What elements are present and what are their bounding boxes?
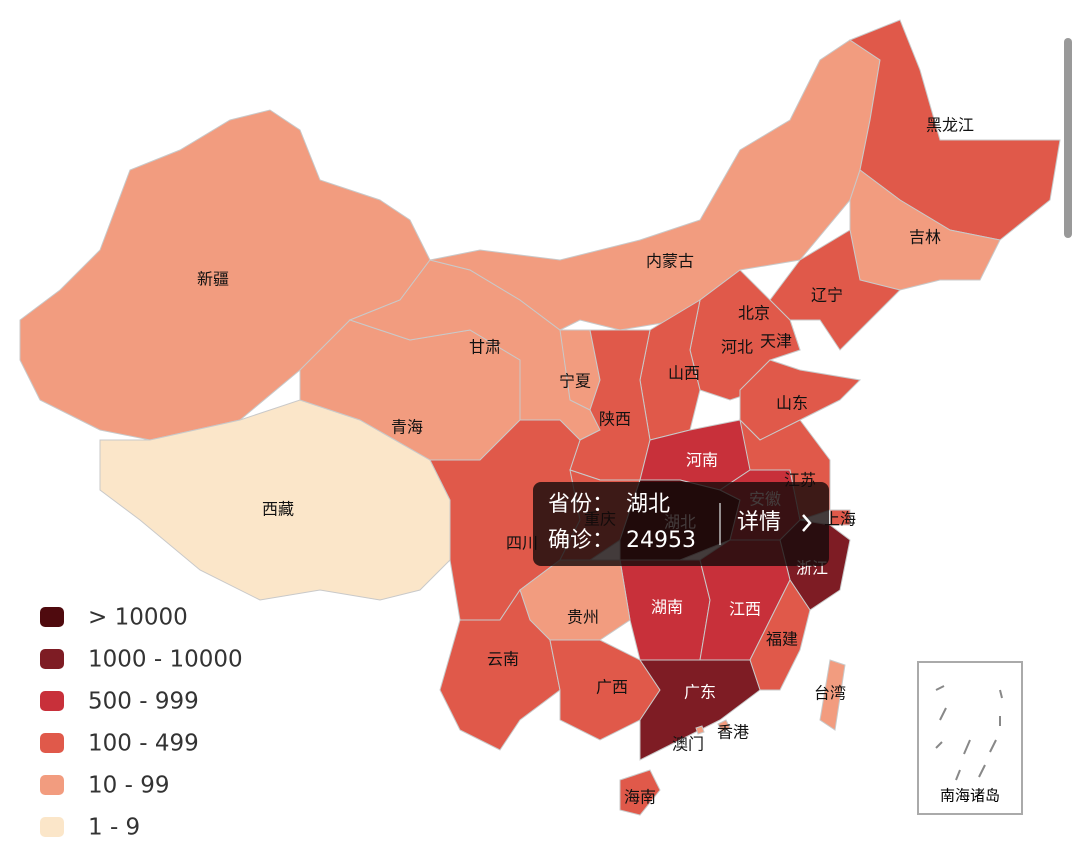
province-label: 甘肃	[469, 338, 501, 357]
legend-label: 100 - 499	[88, 731, 199, 757]
province-region[interactable]	[619, 769, 661, 816]
province-label: 贵州	[567, 608, 599, 627]
chevron-icon	[802, 514, 812, 532]
inset-label: 南海诸岛	[940, 787, 1000, 805]
legend-swatch[interactable]	[40, 649, 64, 669]
province-label: 天津	[760, 332, 792, 351]
tooltip-province-label: 省份：	[548, 492, 614, 517]
province-label: 西藏	[262, 500, 294, 519]
province-label: 辽宁	[811, 286, 843, 305]
province-region[interactable]	[829, 509, 851, 526]
province-region[interactable]	[819, 659, 846, 731]
province-region[interactable]	[849, 169, 1001, 291]
province-label: 吉林	[909, 228, 941, 247]
legend-swatch[interactable]	[40, 775, 64, 795]
province-region[interactable]	[19, 109, 431, 441]
province-label: 河南	[686, 451, 718, 470]
province-label: 新疆	[197, 270, 229, 289]
province-label: 四川	[506, 534, 538, 553]
province-region[interactable]	[848, 19, 1061, 241]
legend-swatch[interactable]	[40, 733, 64, 753]
legend-label: 1000 - 10000	[88, 647, 243, 673]
province-label: 海南	[624, 788, 656, 807]
province-region[interactable]	[695, 725, 705, 735]
province-region[interactable]	[717, 719, 731, 733]
tooltip-province: 湖北	[626, 492, 670, 517]
province-label: 宁夏	[559, 372, 591, 391]
province-label: 江西	[729, 600, 761, 619]
province-label: 广西	[596, 678, 628, 697]
province-label: 湖南	[651, 598, 683, 617]
south-sea-inset: 南海诸岛	[917, 661, 1023, 815]
legend-label: 10 - 99	[88, 773, 169, 799]
province-label: 北京	[738, 304, 770, 323]
regions	[19, 19, 1061, 816]
province-label: 云南	[487, 650, 519, 669]
tooltip: 省份： 湖北 确诊： 24953 详情	[533, 482, 829, 566]
province-label: 河北	[721, 338, 753, 357]
province-label: 山西	[668, 364, 700, 383]
legend-swatch[interactable]	[40, 817, 64, 837]
legend-swatch[interactable]	[40, 607, 64, 627]
province-label: 黑龙江	[926, 116, 974, 135]
scrollbar	[1064, 38, 1072, 238]
province-label: 上海	[824, 510, 856, 529]
tooltip-confirmed-label: 确诊：	[548, 528, 614, 553]
province-label: 陕西	[599, 410, 631, 429]
tooltip-confirmed: 24953	[626, 528, 696, 553]
province-label: 福建	[766, 630, 798, 649]
province-region[interactable]	[99, 399, 451, 601]
province-label: 山东	[776, 394, 808, 413]
province-region[interactable]	[749, 579, 811, 691]
legend-label: > 10000	[88, 605, 188, 631]
province-label: 澳门	[672, 735, 704, 754]
province-label: 台湾	[814, 684, 846, 703]
legend: > 10000 1000 - 10000 500 - 999 100 - 499 10 …	[40, 605, 243, 841]
tooltip-detail-link[interactable]: 详情	[737, 510, 781, 535]
province-label: 香港	[717, 723, 749, 742]
legend-swatch[interactable]	[40, 691, 64, 711]
legend-label: 1 - 9	[88, 815, 140, 841]
province-label: 广东	[684, 683, 716, 702]
province-label: 青海	[391, 418, 423, 437]
legend-label: 500 - 999	[88, 689, 199, 715]
province-label: 内蒙古	[646, 252, 694, 271]
